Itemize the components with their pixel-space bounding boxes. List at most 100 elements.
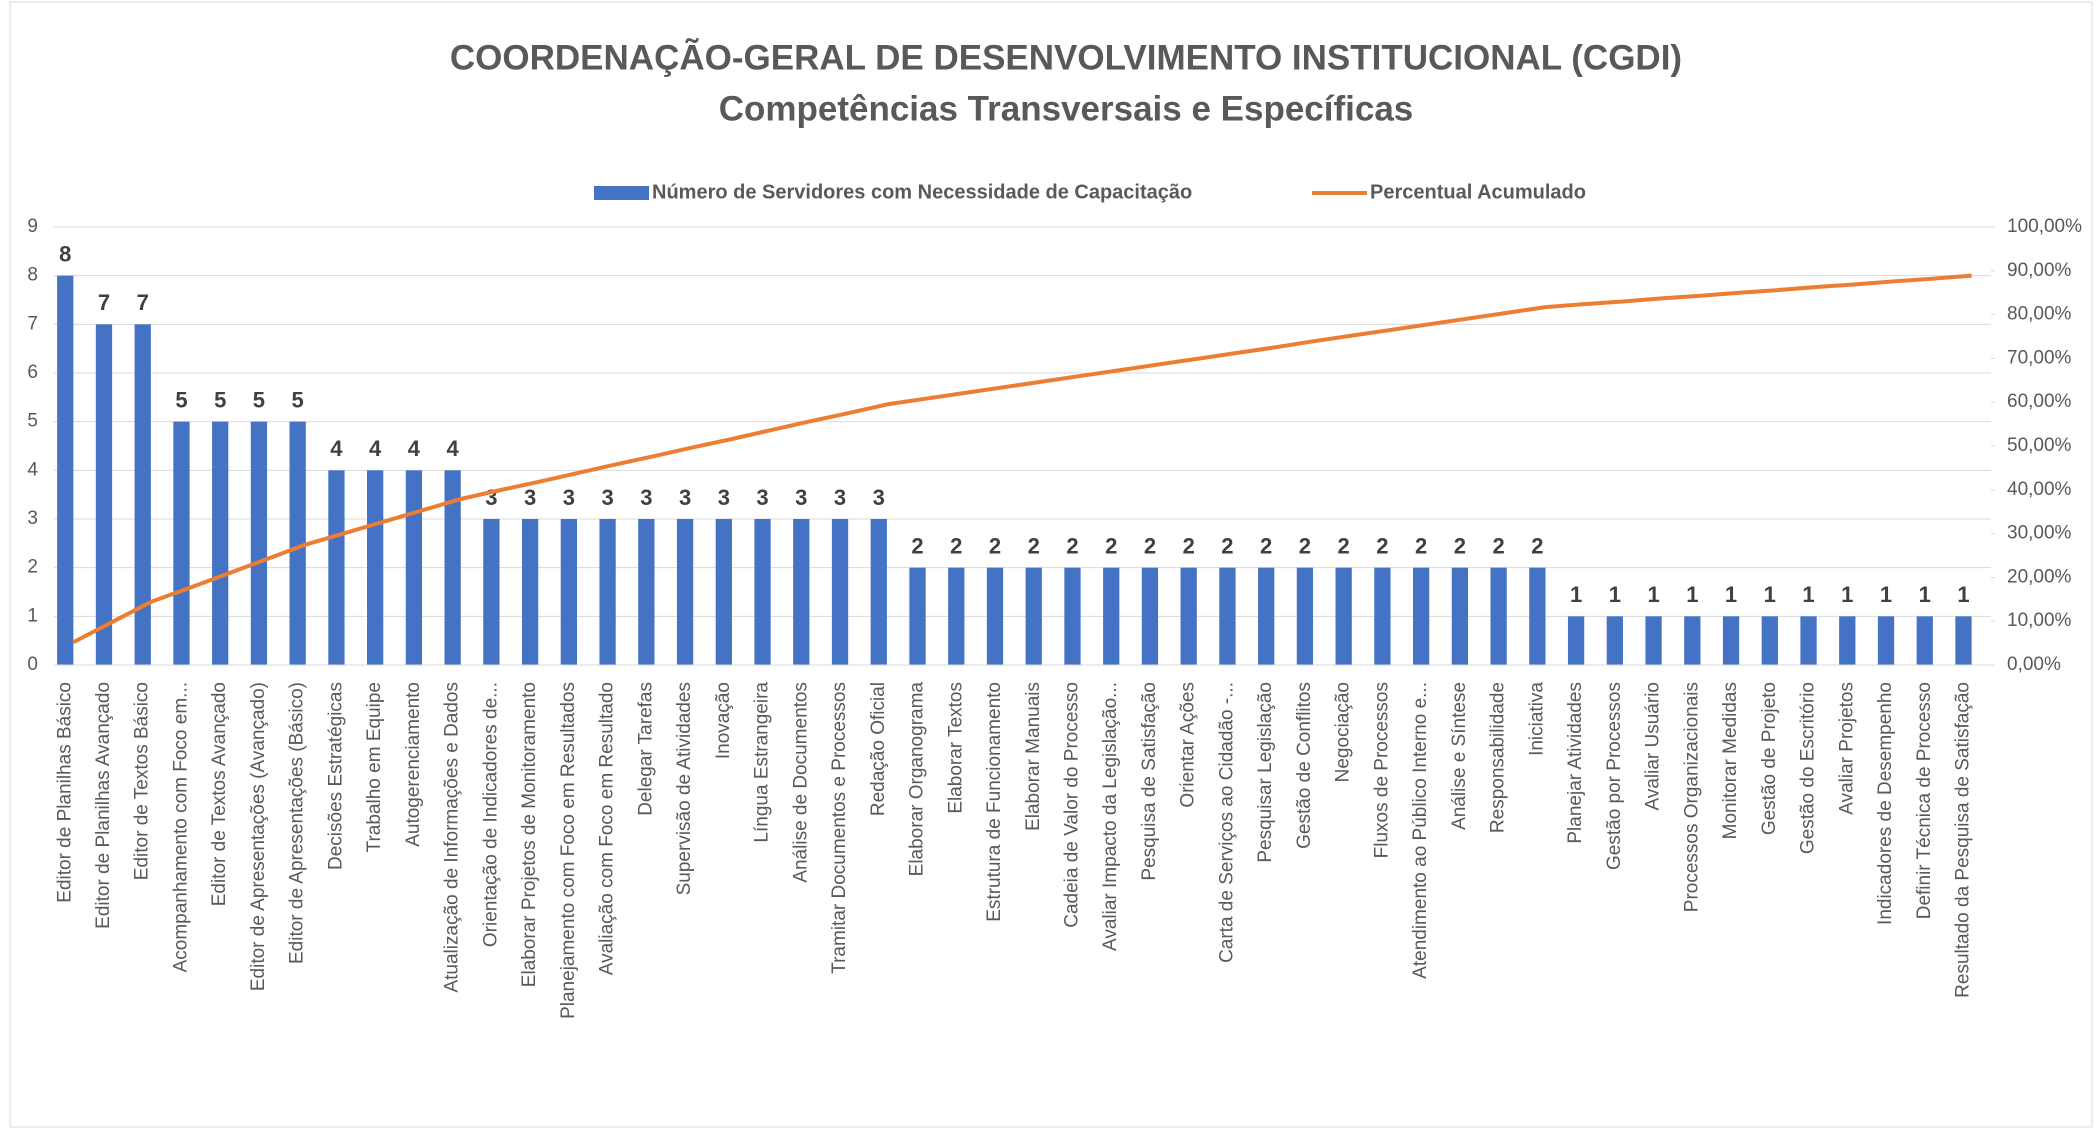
y-tick-label: 0: [27, 654, 38, 675]
bar: [870, 519, 887, 665]
bar: [212, 421, 229, 665]
data-label: 5: [292, 387, 304, 412]
x-tick-label: Editor de Planilhas Básico: [54, 682, 75, 903]
bar: [367, 470, 384, 665]
data-label: 2: [1492, 533, 1504, 558]
x-tick-label: Processos Organizacionais: [1681, 682, 1702, 912]
data-label: 2: [1531, 533, 1543, 558]
data-label: 2: [911, 533, 923, 558]
x-tick-label: Autogerenciamento: [403, 682, 424, 847]
bar: [1451, 567, 1469, 665]
bar: [793, 519, 810, 665]
x-tick-label: Pesquisa de Satisfação: [1139, 682, 1160, 881]
data-label: 2: [950, 533, 962, 558]
data-label: 2: [1454, 533, 1466, 558]
y-tick-label: 2: [27, 557, 38, 578]
bar: [1296, 567, 1314, 665]
bar: [599, 519, 616, 665]
y2-tick-label: 10,00%: [2007, 610, 2072, 631]
data-label: 5: [214, 387, 226, 412]
bar: [1645, 616, 1662, 665]
x-tick-label: Supervisão de Atividades: [674, 682, 695, 895]
data-label: 3: [834, 485, 846, 510]
bar: [483, 519, 500, 665]
y-tick-label: 7: [27, 313, 38, 334]
x-tick-label: Editor de Textos Avançado: [209, 682, 230, 906]
data-label: 2: [1260, 533, 1272, 558]
y-tick-label: 4: [27, 459, 38, 480]
x-tick-label: Análise de Documentos: [790, 682, 811, 883]
bar: [1180, 567, 1197, 665]
data-label: 3: [873, 485, 885, 510]
x-tick-label: Definir Técnica de Processo: [1914, 682, 1935, 919]
data-label: 4: [369, 436, 382, 461]
data-label: 3: [601, 485, 613, 510]
data-label: 4: [408, 436, 421, 461]
bar: [986, 567, 1004, 665]
bar: [1025, 567, 1042, 665]
y2-tick-label: 0,00%: [2007, 654, 2061, 675]
x-tick-label: Gestão do Escritório: [1798, 682, 1819, 854]
data-label: 8: [59, 241, 71, 266]
x-tick-label: Indicadores de Desempenho: [1875, 682, 1896, 925]
bar: [1335, 567, 1352, 665]
data-label: 1: [1570, 582, 1582, 607]
data-label: 1: [1957, 582, 1969, 607]
y2-tick-label: 30,00%: [2007, 523, 2072, 544]
x-tick-label: Avaliar Usuário: [1643, 682, 1664, 810]
y-tick-label: 9: [27, 216, 38, 237]
bar: [57, 275, 74, 665]
data-label: 3: [563, 485, 575, 510]
data-label: 1: [1764, 582, 1776, 607]
y2-tick-label: 20,00%: [2007, 566, 2072, 587]
x-tick-label: Avaliação com Foco em Resultado: [597, 682, 618, 975]
x-tick-label: Elaborar Textos: [945, 682, 966, 814]
bar: [521, 519, 539, 665]
x-tick-label: Elaborar Manuais: [1023, 682, 1044, 831]
x-tick-label: Editor de Apresentações (Avançado): [248, 682, 269, 991]
x-tick-label: Avaliar Projetos: [1836, 682, 1857, 815]
x-tick-label: Gestão de Projeto: [1759, 682, 1780, 835]
bar: [754, 519, 771, 665]
data-label: 5: [253, 387, 265, 412]
bar: [250, 421, 268, 665]
data-label: 1: [1919, 582, 1931, 607]
x-tick-label: Cadeia de Valor do Processo: [1061, 682, 1082, 928]
x-tick-label: Avaliar Impacto da Legislação...: [1100, 682, 1121, 951]
bar: [444, 470, 461, 665]
x-tick-label: Editor de Textos Básico: [132, 682, 153, 880]
bar: [1916, 616, 1933, 665]
legend-label: Número de Servidores com Necessidade de …: [652, 181, 1192, 203]
data-label: 1: [1686, 582, 1698, 607]
x-tick-label: Estrutura de Funcionamento: [984, 682, 1005, 922]
data-label: 2: [1183, 533, 1195, 558]
data-label: 7: [98, 290, 110, 315]
bar: [1761, 616, 1778, 665]
x-tick-label: Pesquisar Legislação: [1255, 682, 1276, 863]
x-tick-label: Monitorar Medidas: [1720, 682, 1741, 839]
chart-subtitle: Competências Transversais e Específicas: [719, 89, 1414, 128]
data-label: 2: [989, 533, 1001, 558]
bar: [1839, 616, 1856, 665]
x-tick-label: Editor de Planilhas Avançado: [93, 682, 114, 929]
x-tick-label: Gestão de Conflitos: [1294, 682, 1315, 849]
x-tick-label: Língua Estrangeira: [752, 682, 773, 843]
y2-tick-label: 90,00%: [2007, 260, 2072, 281]
data-label: 3: [756, 485, 768, 510]
data-label: 1: [1609, 582, 1621, 607]
data-label: 1: [1802, 582, 1814, 607]
data-label: 2: [1144, 533, 1156, 558]
x-tick-label: Análise e Síntese: [1449, 682, 1470, 830]
x-tick-label: Iniciativa: [1526, 682, 1547, 756]
bar: [1529, 567, 1546, 665]
data-label: 4: [447, 436, 460, 461]
bar: [1374, 567, 1391, 665]
y2-tick-label: 100,00%: [2007, 216, 2082, 237]
bar: [328, 470, 345, 665]
bar: [715, 519, 732, 665]
bar: [1258, 567, 1275, 665]
x-tick-label: Gestão por Processos: [1604, 682, 1625, 870]
bar: [289, 421, 306, 665]
y-tick-label: 1: [27, 605, 38, 626]
